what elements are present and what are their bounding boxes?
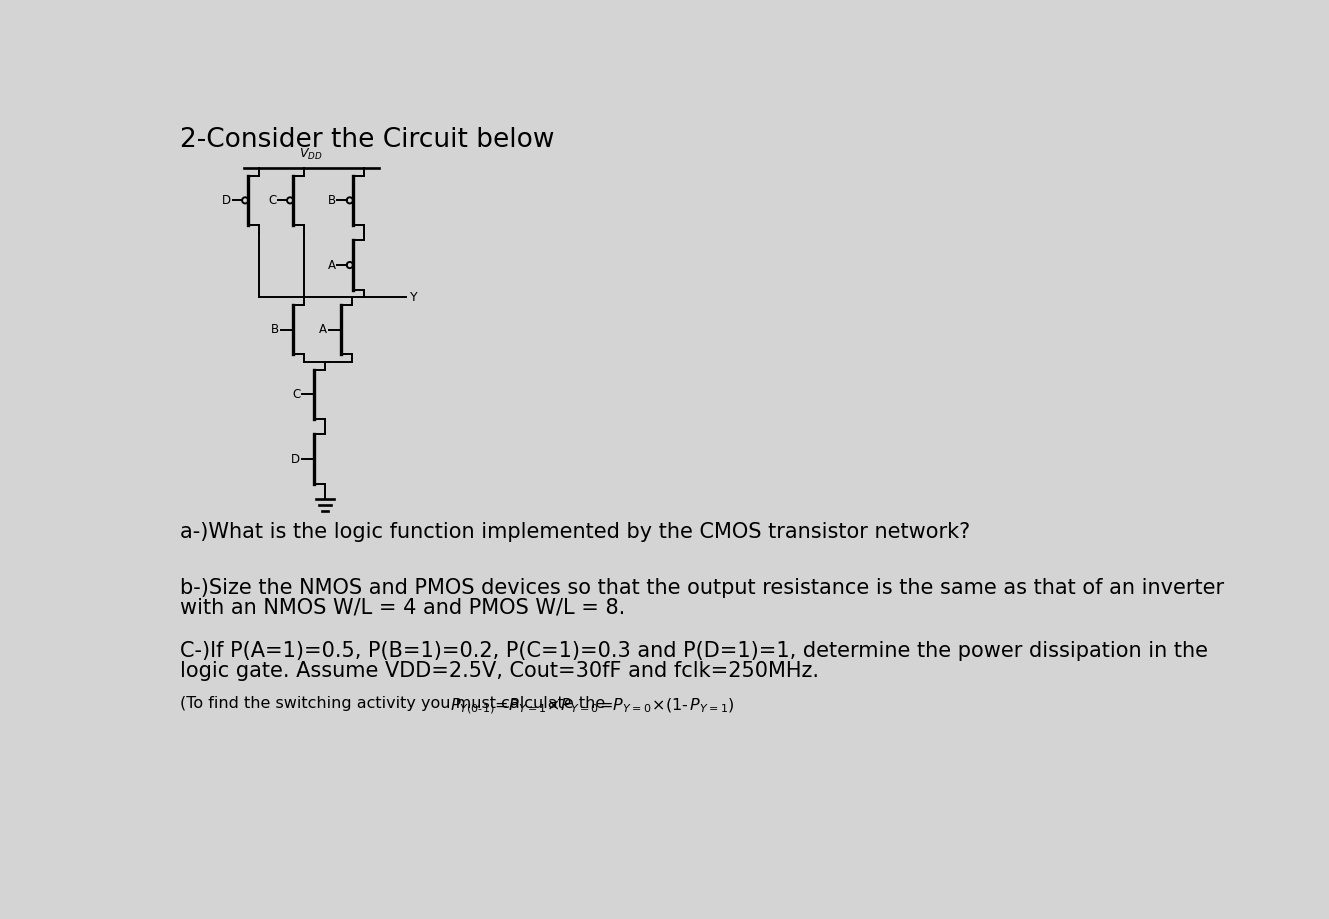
Text: (To find the switching activity you must calculate the: (To find the switching activity you must… — [179, 697, 610, 711]
Text: $P_{Y(0\text{-}1)}\!=\!P_{Y=1}\!\times\! P_{Y=0}\!=\! P_{Y=0}\!\times\!(1\text{-: $P_{Y(0\text{-}1)}\!=\!P_{Y=1}\!\times\!… — [449, 697, 735, 716]
Text: 2-Consider the Circuit below: 2-Consider the Circuit below — [179, 127, 554, 153]
Text: b-)Size the NMOS and PMOS devices so that the output resistance is the same as t: b-)Size the NMOS and PMOS devices so tha… — [179, 578, 1224, 597]
Text: with an NMOS W/L = 4 and PMOS W/L = 8.: with an NMOS W/L = 4 and PMOS W/L = 8. — [179, 597, 626, 618]
Text: C-)If P(A=1)=0.5, P(B=1)=0.2, P(C=1)=0.3 and P(D=1)=1, determine the power dissi: C-)If P(A=1)=0.5, P(B=1)=0.2, P(C=1)=0.3… — [179, 641, 1208, 661]
Text: C: C — [268, 194, 276, 207]
Text: Y: Y — [411, 291, 417, 304]
Text: D: D — [222, 194, 231, 207]
Text: C: C — [292, 388, 300, 401]
Text: A: A — [328, 258, 336, 271]
Text: B: B — [328, 194, 336, 207]
Text: A: A — [319, 323, 327, 336]
Text: a-)What is the logic function implemented by the CMOS transistor network?: a-)What is the logic function implemente… — [179, 522, 970, 542]
Text: $V_{DD}$: $V_{DD}$ — [299, 147, 323, 162]
Text: B: B — [271, 323, 279, 336]
Text: D: D — [291, 452, 300, 466]
Text: logic gate. Assume VDD=2.5V, Cout=30fF and fclk=250MHz.: logic gate. Assume VDD=2.5V, Cout=30fF a… — [179, 661, 819, 681]
